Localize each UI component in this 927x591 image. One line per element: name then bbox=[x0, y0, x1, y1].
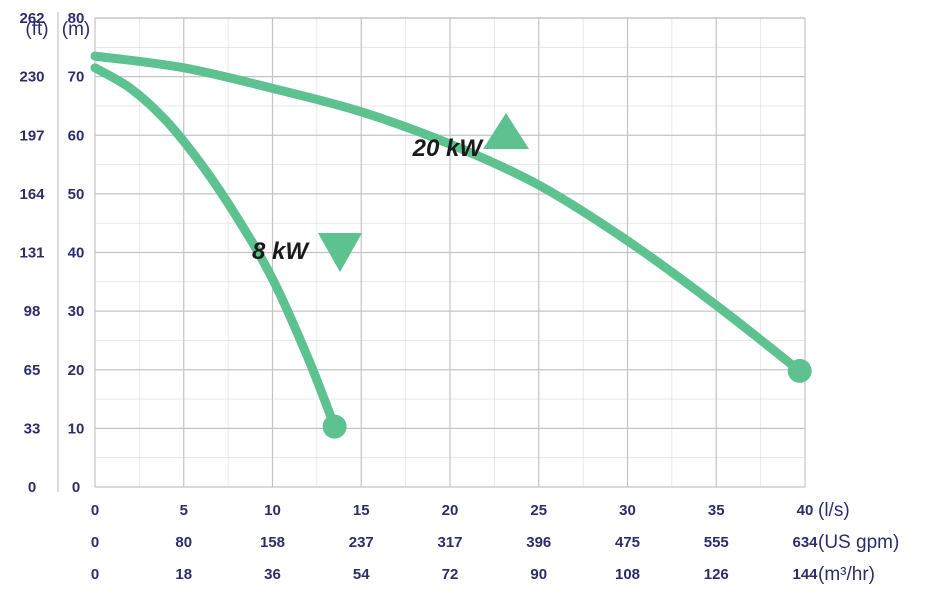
x-tick-label: 54 bbox=[353, 566, 370, 583]
y-tick-label: 50 bbox=[68, 186, 85, 203]
x-tick-label: 5 bbox=[180, 502, 188, 519]
y-tick-label: 80 bbox=[68, 10, 85, 27]
y-tick-label: 60 bbox=[68, 127, 85, 144]
x-tick-label: 555 bbox=[704, 534, 729, 551]
x-tick-label: 25 bbox=[530, 502, 547, 519]
x-axis-unit: (US gpm) bbox=[818, 532, 899, 553]
x-tick-label: 36 bbox=[264, 566, 281, 583]
x-tick-label: 126 bbox=[704, 566, 729, 583]
x-tick-label: 0 bbox=[91, 566, 99, 583]
curve-8kw bbox=[90, 63, 340, 432]
y-tick-label: 131 bbox=[19, 245, 44, 262]
y-tick-label: 40 bbox=[68, 245, 85, 262]
x-axis-unit: (l/s) bbox=[818, 500, 850, 521]
x-tick-label: 80 bbox=[175, 534, 192, 551]
x-tick-label: 40 bbox=[797, 502, 814, 519]
grid bbox=[57, 12, 806, 492]
tick-labels: (ft) (m)033659813116419723026201020304050… bbox=[19, 10, 899, 585]
y-tick-label: 70 bbox=[68, 69, 85, 86]
x-tick-label: 35 bbox=[708, 502, 725, 519]
y-tick-label: 164 bbox=[19, 186, 45, 203]
curve-end-point-20kw bbox=[787, 358, 812, 383]
series-label-8kw: 8 kW bbox=[252, 238, 310, 265]
x-tick-label: 144 bbox=[792, 566, 818, 583]
x-tick-label: 15 bbox=[353, 502, 370, 519]
y-axis-unit-m: (m) bbox=[62, 19, 90, 40]
x-tick-label: 18 bbox=[175, 566, 192, 583]
y-tick-label: 230 bbox=[19, 69, 44, 86]
triangle-up-icon bbox=[483, 113, 529, 149]
y-tick-label: 30 bbox=[68, 303, 85, 320]
y-axis-unit-ft: (ft) bbox=[25, 19, 48, 40]
y-tick-label: 197 bbox=[19, 127, 44, 144]
y-tick-label: 20 bbox=[68, 362, 85, 379]
x-tick-label: 72 bbox=[442, 566, 459, 583]
x-axis-unit: (m³/hr) bbox=[818, 564, 875, 585]
x-tick-label: 158 bbox=[260, 534, 285, 551]
x-tick-label: 475 bbox=[615, 534, 640, 551]
x-tick-label: 20 bbox=[442, 502, 459, 519]
x-tick-label: 0 bbox=[91, 502, 99, 519]
y-tick-label: 0 bbox=[72, 479, 80, 496]
curve-20kw bbox=[90, 51, 805, 376]
x-tick-label: 30 bbox=[619, 502, 636, 519]
y-tick-label: 98 bbox=[24, 303, 41, 320]
series-label-20kw: 20 kW bbox=[412, 135, 485, 162]
curves bbox=[90, 51, 812, 439]
x-tick-label: 10 bbox=[264, 502, 281, 519]
x-tick-label: 237 bbox=[349, 534, 374, 551]
y-tick-label: 65 bbox=[24, 362, 41, 379]
triangle-down-icon bbox=[318, 233, 362, 272]
x-tick-label: 90 bbox=[530, 566, 547, 583]
curve-end-point-8kw bbox=[322, 414, 347, 439]
x-tick-label: 108 bbox=[615, 566, 640, 583]
y-tick-label: 262 bbox=[19, 10, 44, 27]
x-tick-label: 317 bbox=[437, 534, 462, 551]
y-tick-label: 33 bbox=[24, 420, 41, 437]
x-tick-label: 634 bbox=[792, 534, 818, 551]
x-tick-label: 396 bbox=[526, 534, 551, 551]
y-tick-label: 0 bbox=[28, 479, 36, 496]
x-tick-label: 0 bbox=[91, 534, 99, 551]
y-tick-label: 10 bbox=[68, 420, 85, 437]
